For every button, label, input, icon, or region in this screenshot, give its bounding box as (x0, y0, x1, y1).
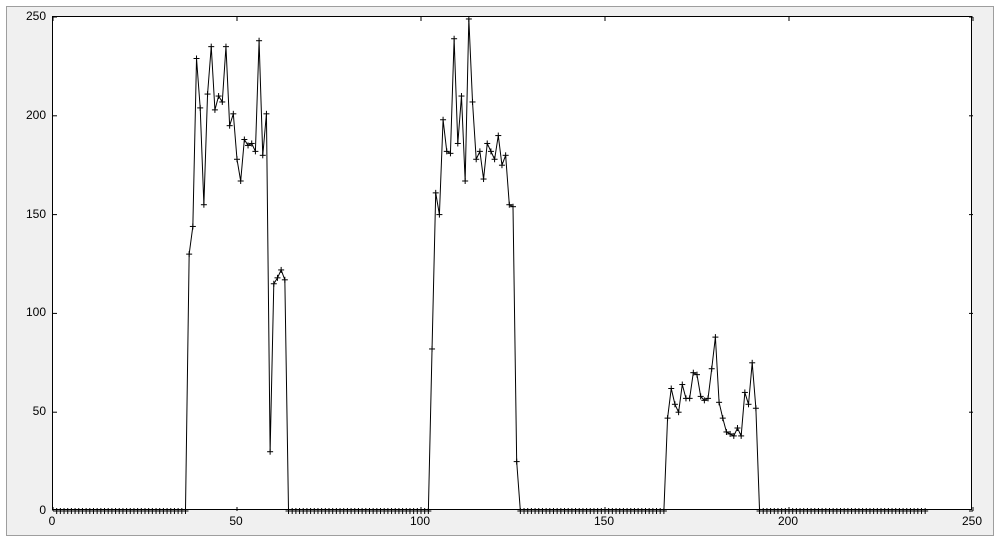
y-tick-label: 50 (33, 404, 46, 418)
y-tick-label: 200 (26, 108, 46, 122)
x-tick-label: 50 (229, 514, 242, 528)
y-tick-label: 250 (26, 9, 46, 23)
x-tick-label: 250 (962, 514, 982, 528)
y-tick-label: 0 (39, 503, 46, 517)
plot-svg (53, 17, 973, 511)
y-tick-label: 150 (26, 207, 46, 221)
x-tick-label: 200 (778, 514, 798, 528)
x-tick-label: 100 (410, 514, 430, 528)
plot-area (52, 16, 972, 510)
x-tick-label: 0 (49, 514, 56, 528)
x-tick-label: 150 (594, 514, 614, 528)
y-tick-label: 100 (26, 305, 46, 319)
